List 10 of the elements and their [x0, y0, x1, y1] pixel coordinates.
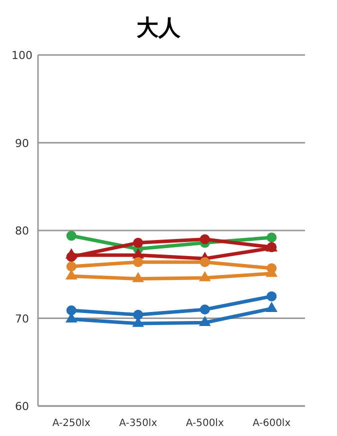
chart-title: 大人 — [136, 16, 182, 41]
x-tick-label: A-600lx — [252, 418, 291, 429]
x-tick-label: A-500lx — [186, 418, 224, 429]
x-tick-label: A-350lx — [119, 418, 158, 429]
y-tick-label: 100 — [12, 49, 32, 62]
y-tick-label: 70 — [15, 312, 29, 326]
y-tick-label: 90 — [15, 136, 29, 150]
y-tick-label: 80 — [15, 224, 29, 238]
y-tick-label: 60 — [15, 400, 29, 413]
x-tick-label: A-250lx — [52, 418, 90, 429]
